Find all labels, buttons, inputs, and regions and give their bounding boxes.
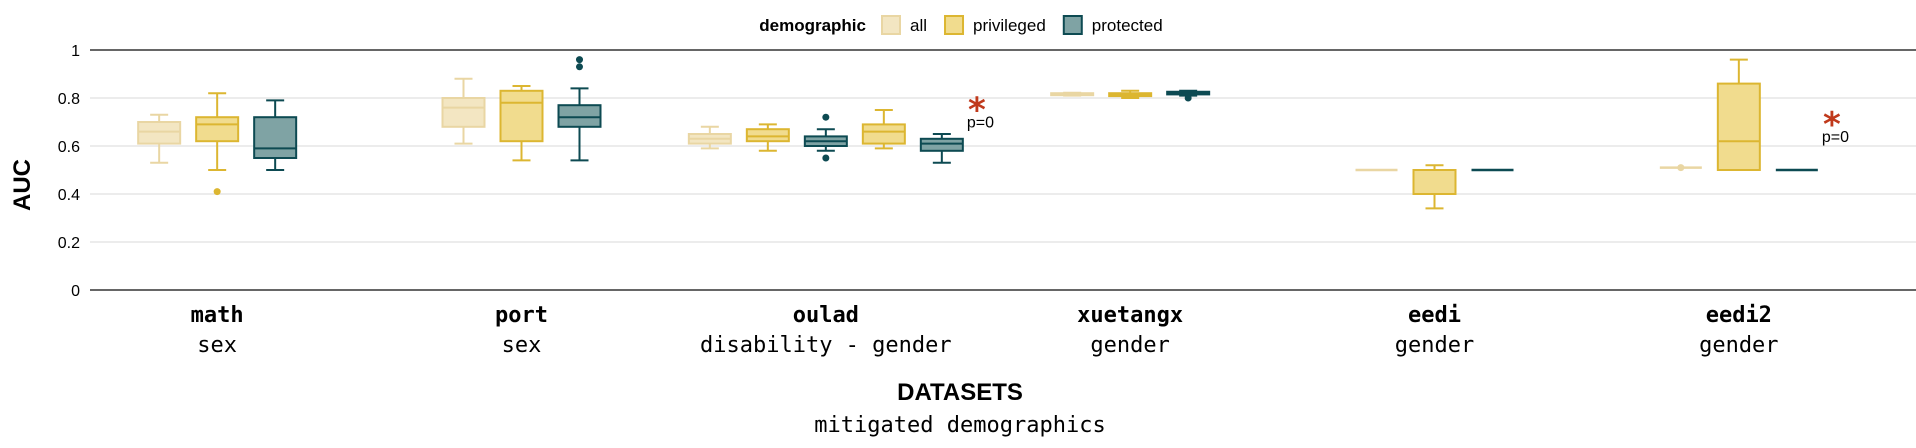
y-tick-label: 0 [71,283,80,300]
box-oulad-privileged [745,123,790,152]
box-port-privileged [499,85,544,162]
y-axis-label: AUC [9,159,36,211]
dataset-group-port [441,56,602,162]
significance-p-value: p=0 [1822,129,1849,146]
legend-label-protected: protected [1092,16,1163,35]
box-math-privileged [195,92,240,196]
box-xuetangx-protected [1166,89,1211,102]
legend-swatch-all [881,15,901,35]
box-outlier [576,63,583,71]
box-port-protected [557,56,602,162]
x-tick-label-math: math [191,303,244,328]
y-tick-label: 0.4 [58,187,80,204]
dataset-group-eedi [1355,164,1514,210]
significance-p-value: p=0 [967,115,994,132]
y-tick-label: 0.6 [58,139,80,156]
x-axis-label: DATASETS [897,379,1023,406]
legend-title: demographic [759,16,866,35]
x-tick-sublabel-eedi2: gender [1699,333,1778,358]
x-tick-sublabel-port: sex [502,333,542,358]
box-oulad-all [687,125,732,150]
y-tick-label: 1 [71,43,80,60]
grid [90,49,1916,291]
box-oulad-protected [803,113,848,162]
box-xuetangx-privileged [1108,89,1153,99]
box-outlier [822,154,830,162]
significance-star: * [1823,105,1841,145]
significance-star: * [968,91,986,131]
x-axis: math sex port sex oulad disability - gender xu… [191,303,1779,358]
legend: demographic all privileged protected [759,15,1163,35]
box-math-all [137,113,182,164]
box-iqr [499,89,544,143]
legend-swatch-protected [1062,15,1083,35]
box-iqr [557,104,602,128]
y-axis: 0 0.2 0.4 0.6 0.8 1 [58,43,80,300]
box-math-protected [253,99,298,171]
plot-area: *p=0 *p=0 [137,56,1849,210]
dataset-group-xuetangx [1050,89,1211,102]
box-iqr [1412,169,1457,195]
x-tick-label-eedi2: eedi2 [1706,303,1772,328]
box-iqr [253,116,298,159]
box-eedi2-privileged [1716,58,1761,171]
box-outlier [213,188,221,196]
box-iqr [137,121,182,145]
y-tick-label: 0.2 [58,235,80,252]
legend-label-all: all [910,16,927,35]
box-outlier [1184,94,1192,102]
legend-swatch-privileged [944,15,965,35]
x-tick-sublabel-xuetangx: gender [1090,333,1169,358]
box-eedi-privileged [1412,164,1457,210]
box-iqr [919,137,964,152]
box-outlier [822,113,830,121]
dataset-group-math [137,92,298,196]
x-tick-label-oulad: oulad [793,303,859,328]
dataset-group-oulad: *p=0 [687,91,994,164]
box-iqr [1716,82,1761,171]
x-axis-sublabel: mitigated demographics [814,413,1105,438]
box-iqr [195,116,240,143]
box-iqr [745,128,790,143]
x-tick-label-xuetangx: xuetangx [1077,303,1183,328]
x-tick-sublabel-eedi: gender [1395,333,1474,358]
legend-label-privileged: privileged [973,16,1046,35]
box-eedi2-all [1659,164,1702,172]
box-outlier [1677,164,1685,172]
box-outlier [576,56,583,64]
box-port-all [441,77,486,145]
box-iqr [441,97,486,128]
dataset-group-eedi2: *p=0 [1659,58,1849,172]
x-tick-label-eedi: eedi [1408,303,1461,328]
x-tick-label-port: port [495,303,548,328]
x-tick-sublabel-math: sex [197,333,237,358]
x-tick-sublabel-oulad: disability - gender [700,333,952,358]
box-xuetangx-all [1050,91,1095,97]
box-iqr [861,123,906,145]
y-tick-label: 0.8 [58,91,80,108]
box-oulad-protected [919,133,964,164]
box-oulad-privileged [861,109,906,150]
